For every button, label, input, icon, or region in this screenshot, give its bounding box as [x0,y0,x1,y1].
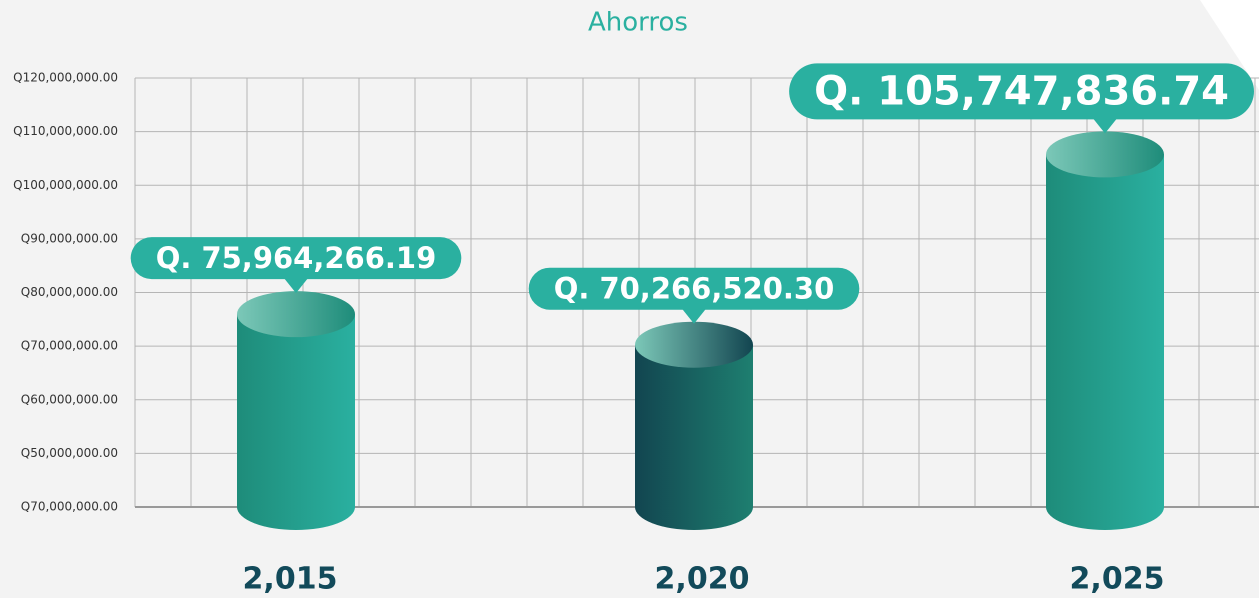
value-label: Q. 75,964,266.19 [156,241,437,275]
callout-pointer [1093,118,1117,134]
y-tick-label: Q60,000,000.00 [21,392,118,406]
callout-pointer [682,308,706,324]
bar [635,344,753,530]
x-tick-label: 2,025 [1070,562,1165,597]
bar [237,314,355,530]
y-tick-label: Q70,000,000.00 [21,339,118,353]
bar-top [237,291,355,338]
callout: Q. 75,964,266.19 [130,237,462,294]
callout-box [528,267,860,310]
corner-decoration [1200,0,1259,90]
bar-top [635,321,753,368]
value-label: Q. 105,747,836.74 [814,68,1229,114]
callout: Q. 105,747,836.74 [789,63,1254,134]
y-tick-label: Q100,000,000.00 [13,178,118,192]
x-tick-label: 2,015 [243,562,338,597]
y-tick-label: Q80,000,000.00 [21,285,118,299]
callout-pointer [284,278,308,294]
y-tick-label: Q50,000,000.00 [21,446,118,460]
y-tick-label: Q90,000,000.00 [21,231,118,245]
callout-box [789,63,1254,120]
y-tick-label: Q120,000,000.00 [13,71,118,85]
bar-top [1046,131,1164,178]
bar [1046,154,1164,530]
y-tick-label: Q70,000,000.00 [21,500,118,514]
y-tick-label: Q110,000,000.00 [13,124,118,138]
chart-title: Ahorros [588,8,688,38]
value-label: Q. 70,266,520.30 [554,272,835,306]
callout-box [130,237,462,280]
x-tick-label: 2,020 [655,562,750,597]
callout: Q. 70,266,520.30 [528,267,860,324]
